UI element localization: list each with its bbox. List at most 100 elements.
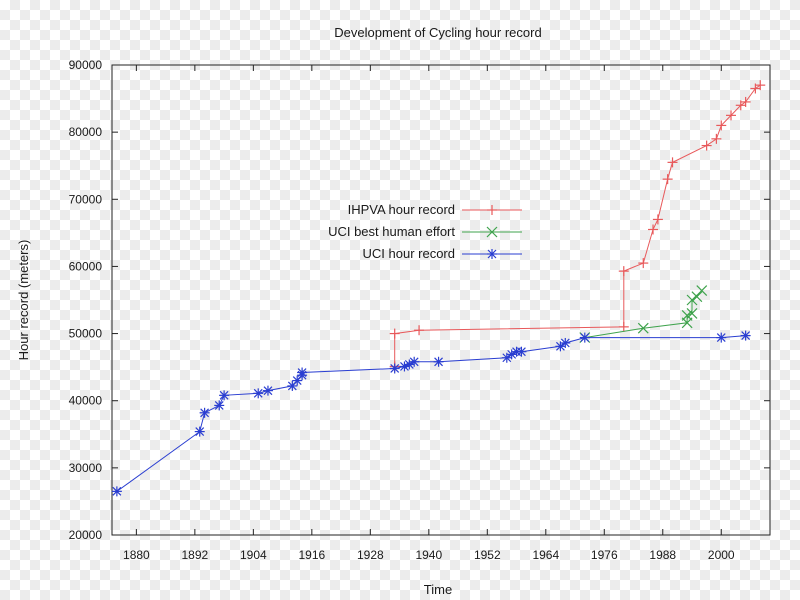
x-tick-label: 1916 — [298, 548, 325, 562]
y-axis-label: Hour record (meters) — [16, 240, 31, 361]
data-point — [199, 407, 210, 418]
marker-stroke — [487, 249, 497, 259]
marker-stroke — [219, 390, 229, 400]
data-point — [667, 157, 678, 168]
marker-stroke — [686, 294, 698, 306]
plot-frame — [111, 64, 771, 536]
marker-stroke — [253, 388, 263, 398]
marker-stroke — [686, 308, 698, 319]
legend-item-0: IHPVA hour record — [348, 202, 522, 217]
marker-stroke — [486, 226, 498, 238]
data-point — [696, 285, 708, 297]
data-point — [399, 361, 410, 372]
legend-swatch-marker — [486, 226, 498, 238]
data-point — [262, 385, 273, 396]
series-0 — [389, 80, 766, 372]
data-point — [711, 133, 722, 144]
data-point — [740, 96, 751, 107]
data-point — [638, 258, 649, 269]
marker-stroke — [390, 364, 400, 373]
y-tick-label: 80000 — [69, 125, 103, 139]
data-point — [686, 308, 698, 319]
y-tick-label: 30000 — [69, 461, 103, 475]
legend-item-1: UCI best human effort — [328, 224, 522, 239]
legend-swatch-marker — [487, 205, 497, 215]
x-tick-label: 1988 — [649, 548, 676, 562]
legend-label: UCI hour record — [363, 246, 455, 261]
marker-stroke — [691, 291, 703, 303]
legend: IHPVA hour record UCI best human effort UC… — [328, 202, 522, 261]
marker-stroke — [434, 357, 443, 367]
y-tick-label: 70000 — [69, 192, 103, 206]
data-point — [560, 337, 571, 348]
marker-stroke — [195, 427, 205, 437]
marker-stroke — [516, 347, 526, 357]
data-point — [637, 322, 649, 334]
data-point — [755, 80, 766, 91]
data-point — [433, 356, 444, 367]
y-tick-label: 20000 — [69, 528, 103, 542]
data-point — [219, 390, 230, 401]
series-line — [116, 335, 746, 492]
data-point — [652, 214, 663, 225]
data-point — [111, 486, 122, 497]
x-axis-ticks: 1880 1892 1904 1916 1928 1940 1952 1964 1976 1988… — [123, 65, 735, 562]
data-point — [409, 356, 420, 367]
x-tick-label: 2000 — [708, 548, 735, 562]
marker-stroke — [716, 333, 726, 343]
marker-stroke — [555, 341, 565, 351]
y-tick-label: 60000 — [69, 259, 103, 273]
marker-stroke — [112, 486, 122, 496]
data-point — [716, 332, 727, 343]
data-point — [297, 367, 308, 378]
series-line — [584, 290, 703, 339]
y-tick-label: 50000 — [69, 327, 103, 341]
x-tick-label: 1964 — [532, 548, 559, 562]
x-tick-label: 1940 — [415, 548, 442, 562]
data-point — [662, 174, 673, 185]
x-tick-label: 1952 — [474, 548, 501, 562]
y-axis-ticks: 20000 30000 40000 50000 60000 70000 80000 90000 — [69, 58, 770, 542]
data-point — [726, 110, 737, 121]
data-point — [740, 330, 751, 341]
data-point — [716, 120, 727, 131]
data-point — [701, 140, 712, 151]
x-tick-label: 1976 — [591, 548, 618, 562]
x-tick-label: 1928 — [357, 548, 384, 562]
marker-stroke — [214, 400, 224, 410]
marker-stroke — [637, 322, 649, 334]
marker-stroke — [560, 338, 570, 348]
data-point — [389, 328, 400, 339]
marker-stroke — [580, 333, 590, 343]
data-point — [414, 325, 425, 336]
x-tick-label: 1892 — [182, 548, 209, 562]
series-layer — [111, 80, 766, 497]
marker-stroke — [741, 331, 751, 341]
data-point — [618, 266, 629, 277]
x-tick-label: 1880 — [123, 548, 150, 562]
legend-label: IHPVA hour record — [348, 202, 455, 217]
marker-stroke — [409, 357, 419, 367]
marker-stroke — [297, 368, 307, 377]
data-point — [194, 426, 205, 437]
data-point — [389, 363, 400, 374]
marker-stroke — [502, 353, 512, 363]
data-point — [686, 294, 698, 306]
series-2 — [111, 330, 751, 497]
data-point — [691, 291, 703, 303]
data-point — [516, 346, 527, 357]
marker-stroke — [696, 285, 708, 297]
marker-stroke — [200, 408, 210, 418]
marker-stroke — [263, 386, 273, 396]
series-1 — [579, 285, 708, 344]
legend-swatch-marker — [487, 249, 497, 259]
data-point — [214, 400, 225, 411]
y-tick-label: 90000 — [69, 58, 103, 72]
chart-title: Development of Cycling hour record — [334, 25, 541, 40]
y-tick-label: 40000 — [69, 394, 103, 408]
data-point — [579, 332, 590, 343]
data-point — [618, 321, 629, 332]
legend-item-2: UCI hour record — [363, 246, 522, 261]
x-tick-label: 1904 — [240, 548, 267, 562]
